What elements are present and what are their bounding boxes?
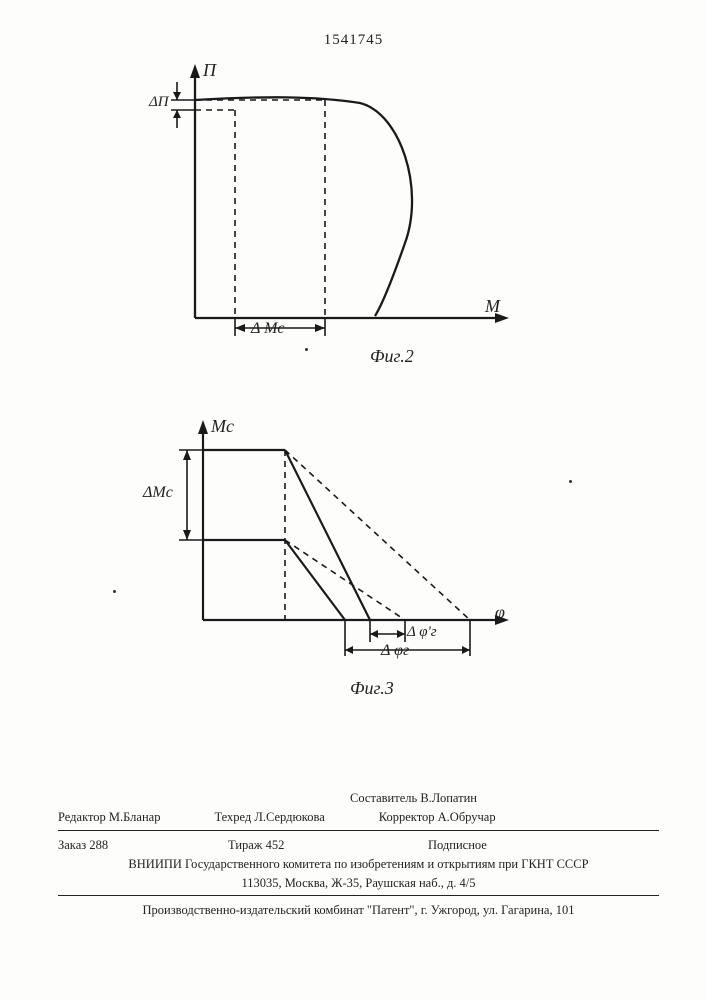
techred-label: Техред [214,810,251,824]
fig2-svg [155,58,525,358]
figure-2: П М ΔП Δ Mc [155,58,525,358]
fig3-yaxis-label: Mc [211,416,234,437]
composer-label: Составитель [350,791,417,805]
editor-label: Редактор [58,810,106,824]
fig2-yaxis-label: П [203,60,216,81]
rule-2 [58,895,659,896]
vniipi-line2: 113035, Москва, Ж-35, Раушская наб., д. … [58,873,659,892]
fig2-xaxis-label: М [485,296,500,317]
fig3-label: Фиг.3 [350,678,394,699]
rule-1 [58,830,659,831]
editor-name: М.Бланар [109,810,161,824]
vniipi-line1: ВНИИПИ Государственного комитета по изоб… [58,854,659,873]
credits-row: Редактор М.Бланар Техред Л.Сердюкова Кор… [58,807,659,826]
torque-curve [195,97,412,316]
corrector-label: Корректор [379,810,435,824]
diag-top-shallow [285,450,470,620]
zakaz-value: 288 [89,838,108,852]
fig3-svg [155,410,525,700]
fig3-xaxis-label: φ [495,602,505,623]
imprint-block: Составитель В.Лопатин Редактор М.Бланар … [58,790,659,919]
composer-name: В.Лопатин [420,791,477,805]
corrector-name: А.Обручар [438,810,496,824]
y-arrow [190,64,200,78]
production-line: Производственно-издательский комбинат "П… [58,900,659,919]
podpisnoe: Подписное [428,837,487,854]
order-row: Заказ 288 Тираж 452 Подписное [58,835,659,854]
fig3-delta-mc-label: ΔMc [143,484,173,502]
fig2-delta-n-label: ΔП [149,94,169,111]
fig2-label: Фиг.2 [370,346,414,367]
page-number: 1541745 [324,32,384,49]
tirazh-label: Тираж [228,838,262,852]
diag-mid-shallow [285,540,405,620]
diag-top-steep [285,450,370,620]
tirazh-value: 452 [266,838,285,852]
figure-3: Mc φ ΔMc Δ φ'г Δ φг [155,410,525,700]
techred-name: Л.Сердюкова [254,810,324,824]
zakaz-label: Заказ [58,838,86,852]
fig3-delta-phi-label: Δ φг [381,642,409,660]
fig2-delta-mc-label: Δ Mc [251,320,285,338]
fig3-delta-phi-prime-label: Δ φ'г [407,624,437,641]
